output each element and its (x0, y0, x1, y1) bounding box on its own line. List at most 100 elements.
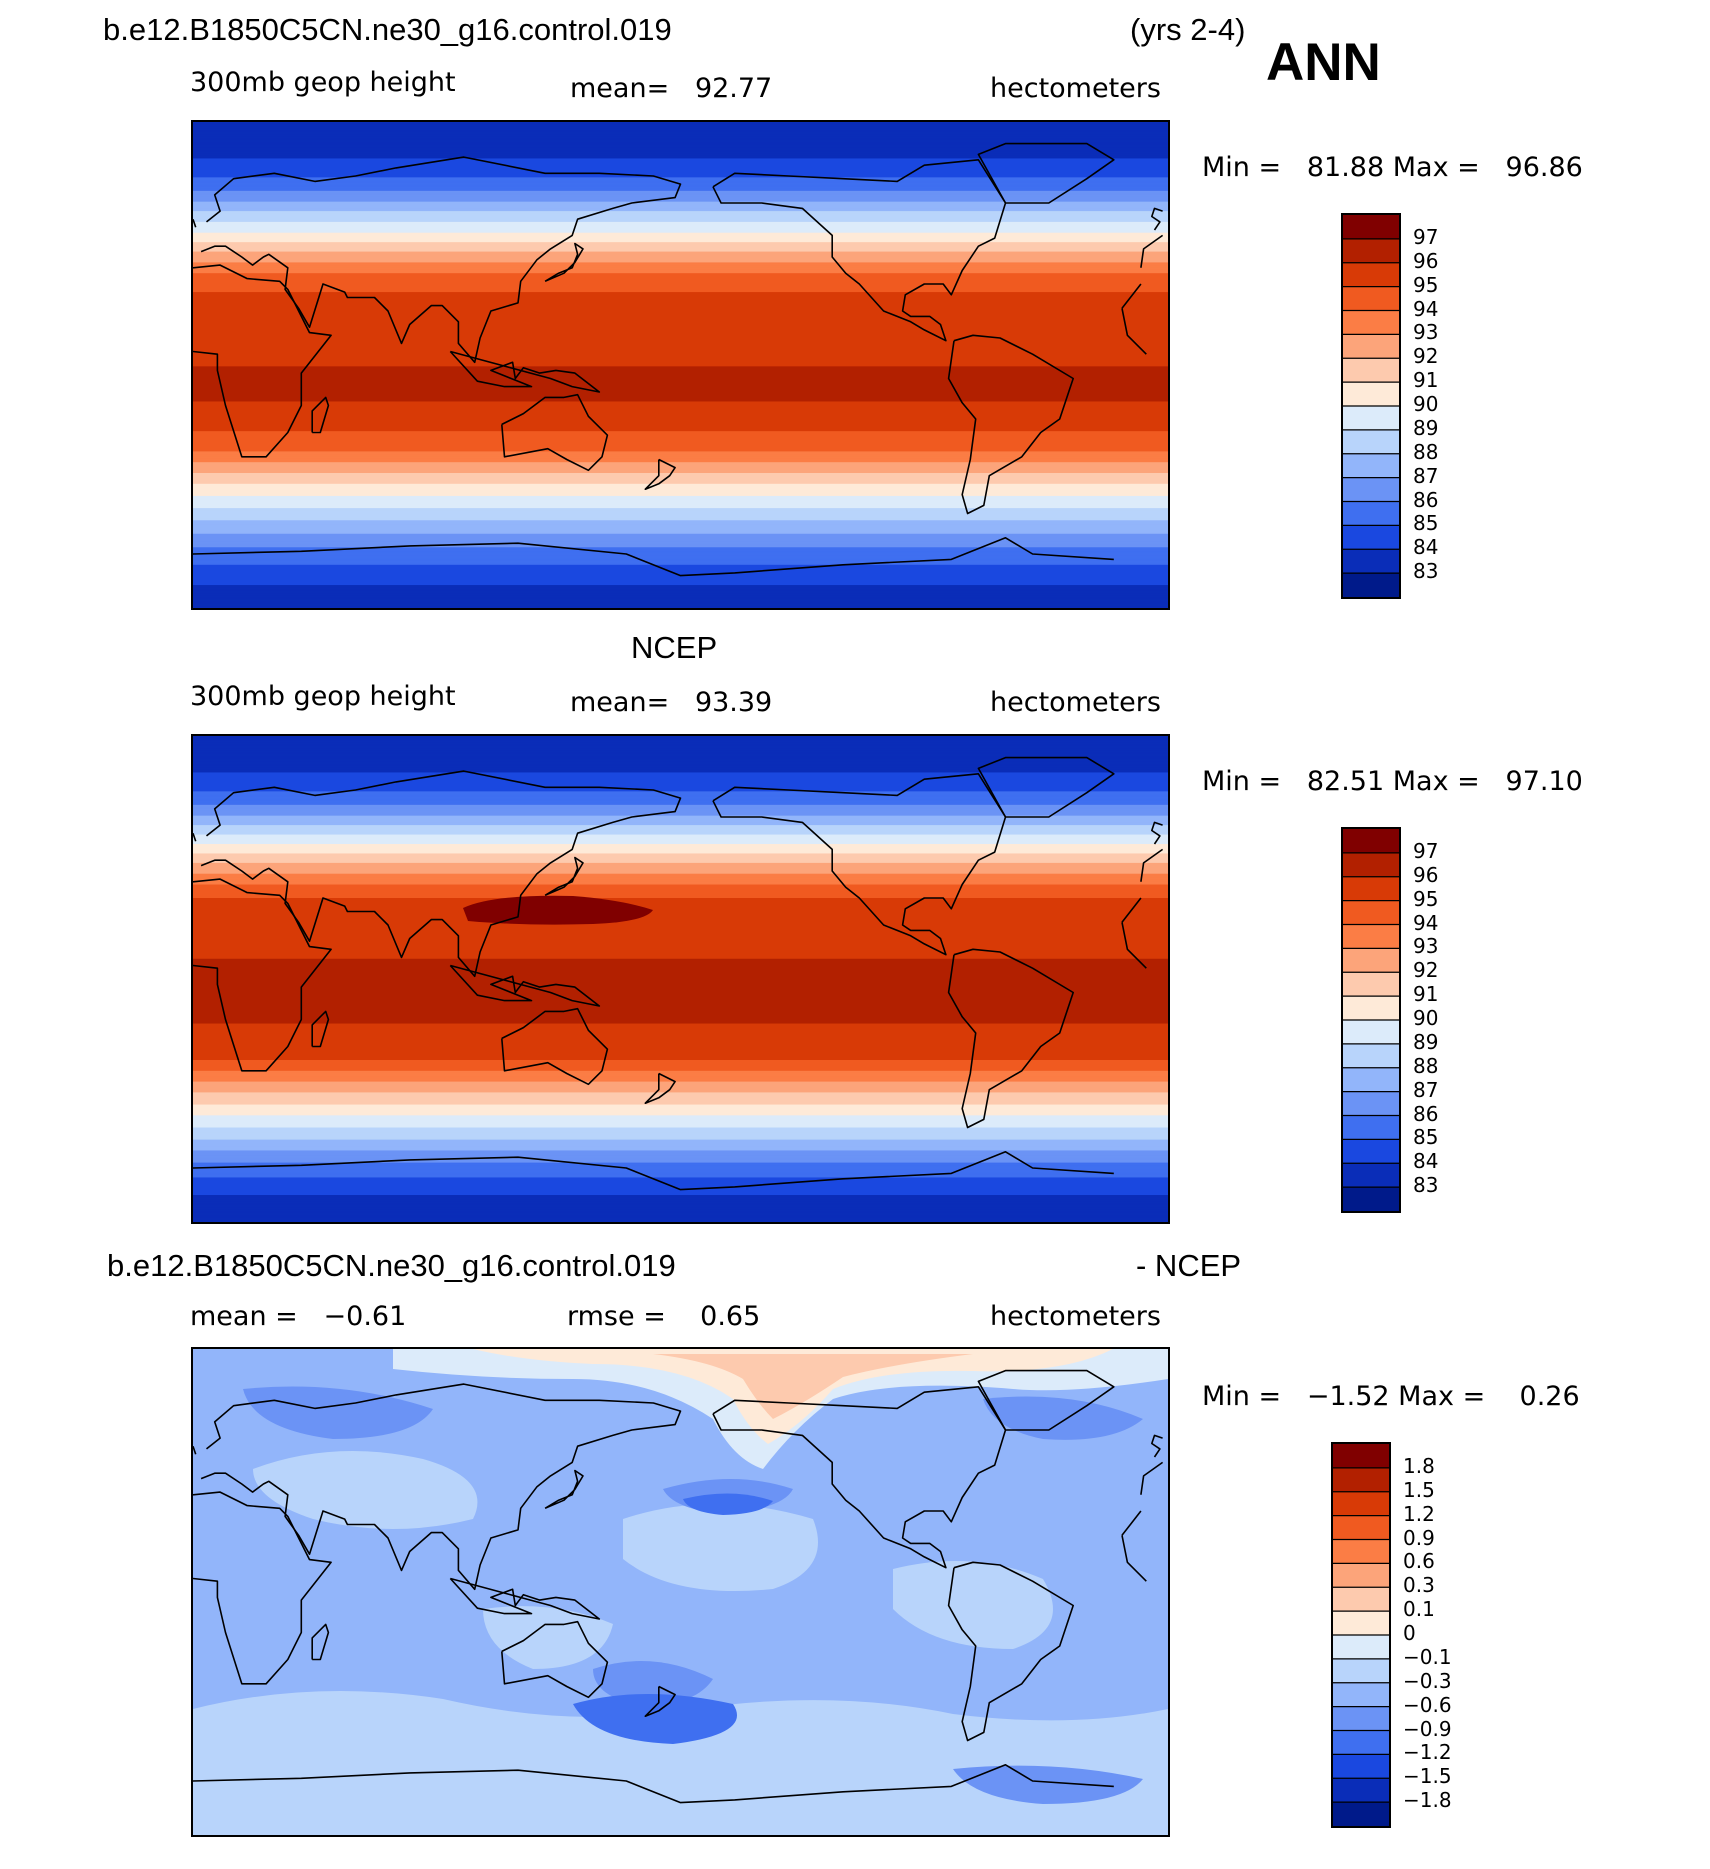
contour-band (193, 794, 1168, 797)
contour-band (193, 1141, 1168, 1144)
contour-band (193, 1138, 1168, 1141)
contour-band (193, 1168, 1168, 1171)
coastline (193, 1764, 1114, 1804)
contour-band (193, 864, 1168, 867)
contour-band (193, 925, 1168, 928)
contour-band (193, 605, 1168, 608)
colorbar-swatch (1343, 1020, 1399, 1045)
coastline (644, 458, 676, 490)
contour-band (193, 360, 1168, 364)
contour-band (193, 815, 1168, 818)
contour-band (193, 433, 1168, 436)
contour-band (193, 146, 1168, 149)
contour-band (193, 190, 1168, 193)
contour-band (193, 1062, 1168, 1065)
colorbar-tick-label: 88 (1413, 439, 1439, 464)
contour-band (193, 606, 1168, 608)
contour-band (193, 767, 1168, 770)
contour-band (193, 533, 1168, 536)
contour-band (193, 317, 1168, 320)
contour-band (193, 423, 1168, 426)
contour-band (193, 1082, 1168, 1086)
contour-band (193, 278, 1168, 281)
contour-band (193, 409, 1168, 412)
colorbar-swatch (1333, 1467, 1389, 1493)
contour-band (193, 1127, 1168, 1130)
contour-band (193, 1120, 1168, 1123)
contour-band (193, 1074, 1168, 1077)
contour-band (193, 941, 1168, 944)
contour-band (193, 510, 1168, 513)
contour-band (193, 827, 1168, 830)
contour-band (193, 1135, 1168, 1138)
contour-band (193, 845, 1168, 848)
contour-band (193, 919, 1168, 922)
contour-band (193, 166, 1168, 169)
contour-band (193, 825, 1168, 828)
contour-band (193, 1186, 1168, 1190)
contour-band (193, 1212, 1168, 1215)
contour-band (193, 957, 1168, 960)
contour-band (193, 126, 1168, 129)
contour-band (193, 365, 1168, 368)
contour-band (193, 185, 1168, 188)
contour-band (193, 1204, 1168, 1207)
colorbar-tick-label: 90 (1413, 392, 1439, 416)
contour-band (193, 382, 1168, 385)
coastline (200, 1383, 682, 1591)
contour-band (193, 305, 1168, 308)
colorbar-tick-label: 94 (1413, 910, 1439, 935)
contour-band (193, 1174, 1168, 1177)
contour-band (193, 1019, 1168, 1022)
contour-band (193, 151, 1168, 154)
coastline (947, 334, 1074, 515)
contour-band (193, 1051, 1168, 1055)
contour-band (193, 1011, 1168, 1014)
contour-band (193, 760, 1168, 763)
colorbar-swatch (1343, 996, 1399, 1021)
contour-band (193, 1157, 1168, 1160)
contour-band (193, 589, 1168, 592)
contour-band (193, 962, 1168, 965)
colorbar-tick-label: 94 (1413, 296, 1439, 321)
colorbar-swatch (1343, 215, 1399, 240)
contour-region (983, 1396, 1143, 1440)
contour-band (193, 602, 1168, 605)
contour-band (193, 558, 1168, 561)
contour-band (193, 852, 1168, 855)
contour-band (193, 858, 1168, 861)
contour-band (193, 593, 1168, 596)
contour-band (193, 150, 1168, 153)
contour-band (193, 1087, 1168, 1090)
contour-band (193, 142, 1168, 145)
contour-band (193, 1030, 1168, 1033)
contour-band (193, 284, 1168, 287)
contour-band (193, 1028, 1168, 1032)
contour-band (193, 980, 1168, 983)
contour-band (193, 527, 1168, 530)
contour-band (193, 829, 1168, 832)
contour-band (193, 1060, 1168, 1063)
contour-band (193, 354, 1168, 357)
contour-band (193, 1151, 1168, 1154)
contour-band (193, 462, 1168, 465)
contour-band (193, 401, 1168, 404)
contour-band (193, 389, 1168, 392)
contour-band (193, 420, 1168, 423)
contour-band (193, 174, 1168, 177)
panel3-colorbar (1331, 1442, 1391, 1828)
contour-band (193, 1031, 1168, 1034)
contour-band (193, 910, 1168, 913)
colorbar-swatch (1343, 1091, 1399, 1117)
contour-band (193, 479, 1168, 482)
contour-band (193, 204, 1168, 207)
contour-band (193, 306, 1168, 310)
contour-band (193, 443, 1168, 446)
contour-band (193, 464, 1168, 468)
contour-band (193, 984, 1168, 987)
contour-band (193, 887, 1168, 890)
contour-band (193, 808, 1168, 812)
contour-band (193, 219, 1168, 222)
colorbar-swatch (1343, 1115, 1399, 1140)
colorbar-tick-label: 85 (1413, 511, 1439, 536)
